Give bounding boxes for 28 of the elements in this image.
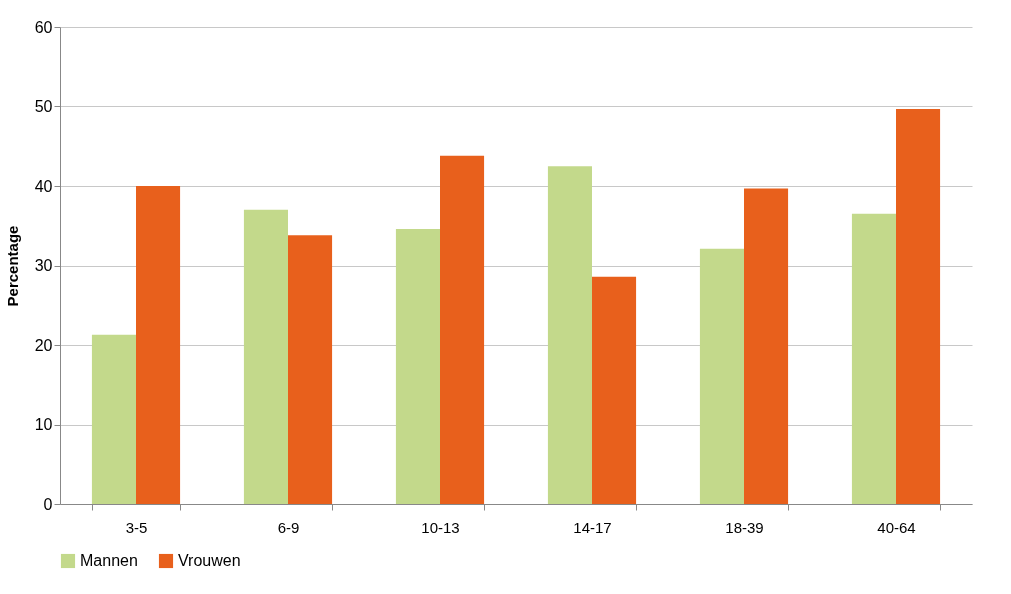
- bar: [547, 166, 592, 504]
- y-tick-label: 50: [34, 98, 53, 115]
- bar: [699, 248, 744, 504]
- y-tick-label: 40: [34, 177, 53, 195]
- x-tick-label: 40-64: [877, 518, 916, 536]
- y-tick-label: 60: [34, 18, 53, 36]
- x-tick-label: 18-39: [725, 518, 764, 536]
- bar: [440, 155, 485, 504]
- bar: [896, 108, 941, 504]
- bar: [395, 228, 440, 504]
- bar: [592, 276, 637, 504]
- x-tick-label: 10-13: [421, 518, 460, 536]
- bar: [136, 186, 181, 504]
- y-axis-title: Percentage: [3, 225, 21, 307]
- x-tick-label: 6-9: [277, 518, 300, 536]
- bar: [91, 334, 136, 504]
- x-tick-label: 3-5: [125, 518, 148, 536]
- bar: [243, 209, 288, 504]
- legend-label: Vrouwen: [178, 552, 241, 569]
- y-tick-label: 0: [43, 495, 53, 513]
- legend-label: Mannen: [80, 552, 138, 569]
- y-tick-label: 20: [34, 336, 53, 354]
- y-tick-label: 10: [34, 416, 53, 433]
- bar: [288, 235, 333, 504]
- x-tick-label: 14-17: [573, 518, 612, 536]
- y-tick-label: 30: [34, 257, 53, 274]
- bar: [851, 213, 896, 504]
- bar: [744, 188, 789, 504]
